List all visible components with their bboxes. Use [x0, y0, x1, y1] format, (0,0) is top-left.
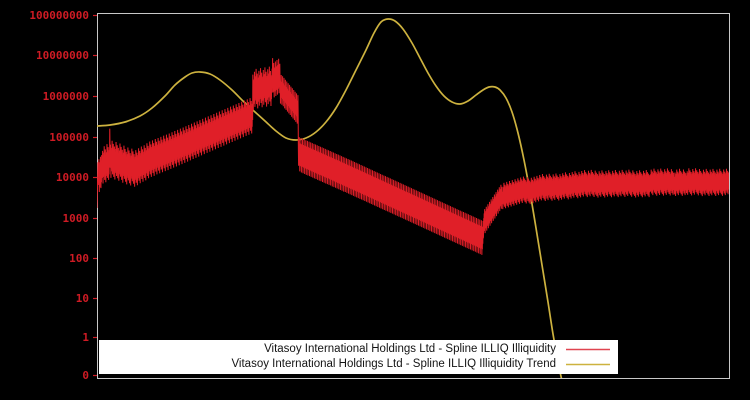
y-tick-label: 10000 [56, 171, 89, 184]
series-illiquidity-line [97, 58, 729, 255]
series-trend-line [97, 18, 563, 378]
y-tick-label: 1000000 [43, 90, 89, 103]
legend-swatch-illiquidity [565, 344, 611, 355]
y-tick-label: 100 [69, 252, 89, 265]
legend-entry-illiquidity[interactable]: Vitasoy International Holdings Ltd - Spl… [106, 342, 611, 357]
y-axis-ticks: 1000000001000000010000001000001000010001… [29, 9, 97, 382]
legend-label-trend: Vitasoy International Holdings Ltd - Spl… [231, 358, 556, 370]
y-tick-label: 100000000 [29, 9, 89, 22]
legend-entry-trend[interactable]: Vitasoy International Holdings Ltd - Spl… [106, 357, 611, 372]
y-tick-label: 1 [82, 331, 89, 344]
legend-label-illiquidity: Vitasoy International Holdings Ltd - Spl… [264, 343, 556, 355]
y-tick-label: 10 [76, 292, 89, 305]
y-tick-label: 0 [82, 369, 89, 382]
y-tick-label: 1000 [63, 212, 90, 225]
y-tick-label: 10000000 [36, 49, 89, 62]
legend-swatch-trend [565, 359, 611, 370]
y-tick-label: 100000 [49, 131, 89, 144]
chart-legend: Vitasoy International Holdings Ltd - Spl… [99, 340, 618, 374]
